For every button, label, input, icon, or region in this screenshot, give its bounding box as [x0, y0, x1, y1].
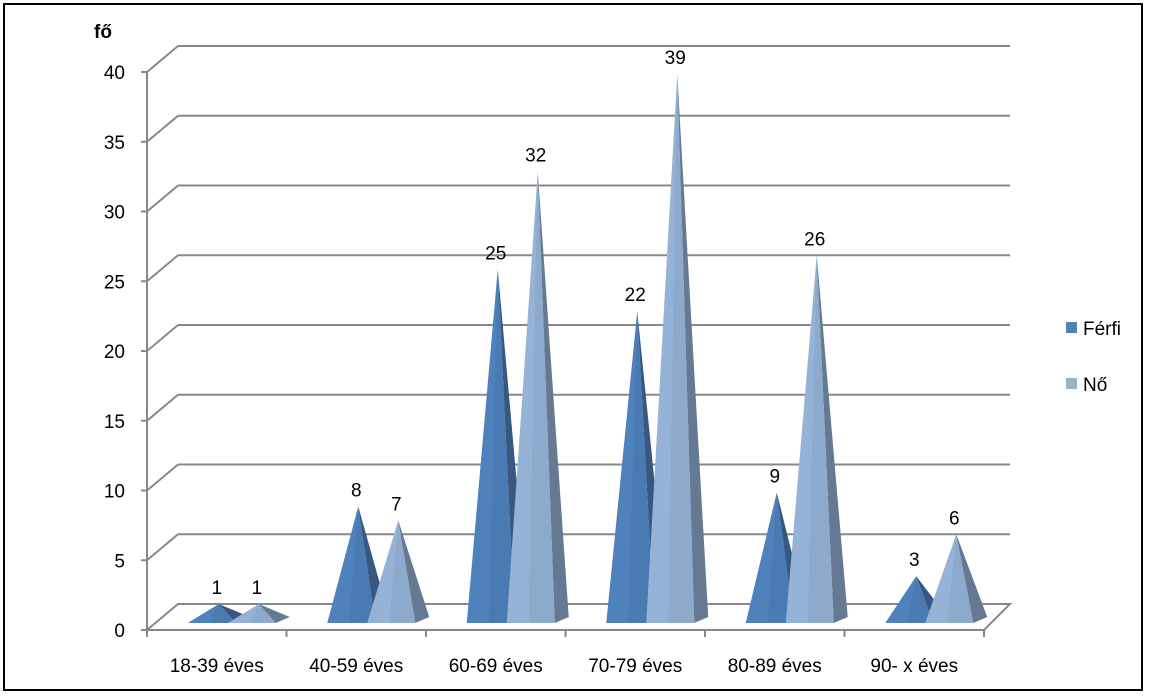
y-tick-label: 20	[104, 342, 125, 363]
y-tick-label: 40	[104, 63, 125, 84]
y-tick-label: 5	[114, 551, 125, 572]
data-label: 8	[351, 480, 362, 501]
y-tick-label: 25	[104, 272, 125, 293]
gridline-side	[146, 45, 179, 73]
x-tick-label: 40-59 éves	[309, 656, 403, 677]
data-label: 1	[211, 578, 222, 599]
x-tick-label: 70-79 éves	[588, 656, 682, 677]
axes: 0 5 10 15 20 25 30 35 40 18-39 éves 40-59 éves 60-6…	[104, 63, 1013, 677]
data-label: 3	[909, 550, 920, 571]
data-label: 26	[804, 229, 825, 250]
gridline-side	[146, 324, 179, 352]
data-labels: 1 8 25 22 9 3 1 7 32 39 26 6	[211, 48, 959, 599]
legend: Férfi Nő	[1066, 319, 1121, 396]
legend-label-ferfi: Férfi	[1083, 319, 1121, 340]
data-label: 7	[391, 494, 402, 515]
y-axis-label: fő	[94, 22, 112, 43]
pyramid-marks	[187, 73, 988, 624]
y-tick-label: 0	[114, 621, 125, 642]
pyramid-no	[227, 604, 290, 623]
legend-swatch-no	[1066, 378, 1077, 389]
pyramid-no	[925, 534, 988, 623]
pyramid-no	[506, 171, 569, 623]
data-label: 25	[485, 243, 506, 264]
x-tick-label: 80-89 éves	[728, 656, 822, 677]
gridline-side	[146, 254, 179, 283]
data-label: 32	[525, 146, 546, 167]
legend-swatch-ferfi	[1066, 322, 1077, 333]
data-label: 9	[769, 466, 780, 487]
x-tick-label: 90- x éves	[870, 656, 958, 677]
gridline-side	[146, 393, 179, 422]
pyramid-no	[646, 73, 709, 623]
x-tick-label: 60-69 éves	[449, 656, 543, 677]
y-tick-label: 15	[104, 412, 125, 433]
data-label: 22	[625, 285, 646, 306]
legend-label-no: Nő	[1083, 375, 1107, 396]
y-tick-label: 10	[104, 482, 125, 503]
gridline-side	[146, 533, 179, 562]
gridline-side	[146, 463, 179, 492]
data-label: 1	[251, 578, 262, 599]
data-label: 6	[949, 508, 960, 529]
gridlines	[146, 45, 1010, 562]
x-tick-label: 18-39 éves	[170, 656, 264, 677]
y-tick-label: 30	[104, 203, 125, 224]
data-label: 39	[665, 48, 686, 69]
pyramid-no	[785, 255, 848, 624]
gridline-side	[146, 114, 179, 143]
pyramid-no	[367, 520, 430, 623]
gridline-side	[146, 184, 179, 213]
y-tick-label: 35	[104, 133, 125, 154]
